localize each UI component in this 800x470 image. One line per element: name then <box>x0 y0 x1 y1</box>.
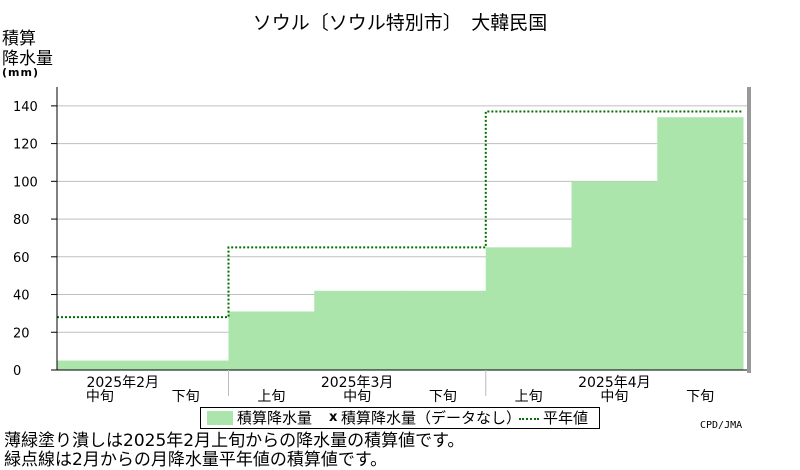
month-label: 2025年3月 <box>321 375 394 391</box>
chart-title: ソウル〔ソウル特別市〕 大韓民国 <box>252 12 548 34</box>
legend-marker-missing: x <box>329 410 338 425</box>
y-tick-label: 140 <box>13 100 38 115</box>
dekad-label: 上旬 <box>515 389 543 405</box>
dekad-label: 中旬 <box>343 389 371 405</box>
legend-swatch-filled <box>207 411 233 425</box>
y-tick-label: 60 <box>13 251 30 266</box>
normal-line <box>57 110 743 319</box>
y-axis-label-line-2: 降水量 <box>2 49 53 69</box>
bar <box>400 290 487 370</box>
dekad-label: 中旬 <box>600 389 628 405</box>
plot-frame-shadow <box>747 87 751 373</box>
y-tick-label: 0 <box>13 364 21 379</box>
dekad-label: 下旬 <box>172 389 200 405</box>
bar <box>57 360 144 370</box>
dekad-label: 下旬 <box>429 389 457 405</box>
dekad-label: 中旬 <box>86 389 114 405</box>
month-label: 2025年2月 <box>86 375 159 391</box>
y-axis-unit: (mm) <box>2 66 39 79</box>
month-label: 2025年4月 <box>578 375 651 391</box>
y-tick-label: 80 <box>13 213 30 228</box>
legend-label-filled: 積算降水量 <box>237 409 313 427</box>
note-line-2: 緑点線は2月からの月降水量平年値の積算値です。 <box>4 450 388 470</box>
dekad-label: 下旬 <box>686 389 714 405</box>
y-tick-label: 20 <box>13 326 30 341</box>
bar <box>485 247 572 370</box>
legend-label-normal: 平年値 <box>543 409 589 427</box>
bar <box>142 360 229 370</box>
legend: 積算降水量 x 積算降水量（データなし） 平年値 <box>200 407 600 429</box>
bar <box>314 290 401 370</box>
note-line-1: 薄緑塗り潰しは2025年2月上旬からの降水量の積算値です。 <box>4 431 465 451</box>
bar <box>228 311 315 370</box>
y-tick-label: 120 <box>13 138 38 153</box>
y-tick-label: 100 <box>13 175 38 190</box>
bar <box>657 117 744 370</box>
legend-line-normal <box>519 418 539 420</box>
legend-label-missing: 積算降水量（データなし） <box>341 409 522 427</box>
credit-label: CPD/JMA <box>700 420 743 431</box>
y-tick-label: 40 <box>13 289 30 304</box>
y-axis-label-line-1: 積算 <box>2 29 36 49</box>
bar <box>571 181 658 370</box>
dekad-label: 上旬 <box>257 389 285 405</box>
